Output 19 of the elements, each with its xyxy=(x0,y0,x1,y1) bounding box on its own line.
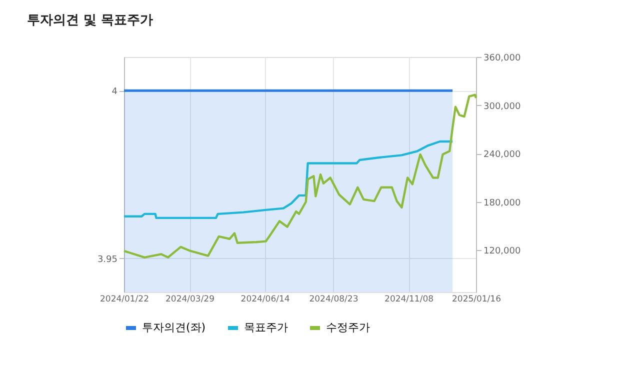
x-tick-label: 2025/01/16 xyxy=(452,294,501,304)
legend-label: 목표주가 xyxy=(244,321,288,334)
y-tick-label: 4 xyxy=(112,87,118,98)
chart-title: 투자의견 및 목표주가 xyxy=(26,13,154,28)
line-series xyxy=(122,94,478,258)
legend-label: 수정주가 xyxy=(326,321,370,334)
x-tick-label: 2024/08/23 xyxy=(309,294,358,304)
x-tick-label: 2024/03/29 xyxy=(166,294,215,304)
x-tick-label: 2024/06/14 xyxy=(240,294,290,304)
y2-tick-label: 360,000 xyxy=(484,54,521,64)
x-tick-label: 2024/11/08 xyxy=(384,294,434,304)
y2-tick-label: 300,000 xyxy=(484,102,521,112)
legend-label: 투자의견(좌) xyxy=(142,321,206,334)
x-tick-label: 2024/01/22 xyxy=(100,294,149,304)
y2-tick-label: 180,000 xyxy=(484,198,521,208)
line-series xyxy=(122,140,454,220)
y-tick-label: 3.95 xyxy=(97,254,118,265)
y2-tick-label: 120,000 xyxy=(484,246,521,257)
y2-tick-label: 240,000 xyxy=(484,150,521,160)
